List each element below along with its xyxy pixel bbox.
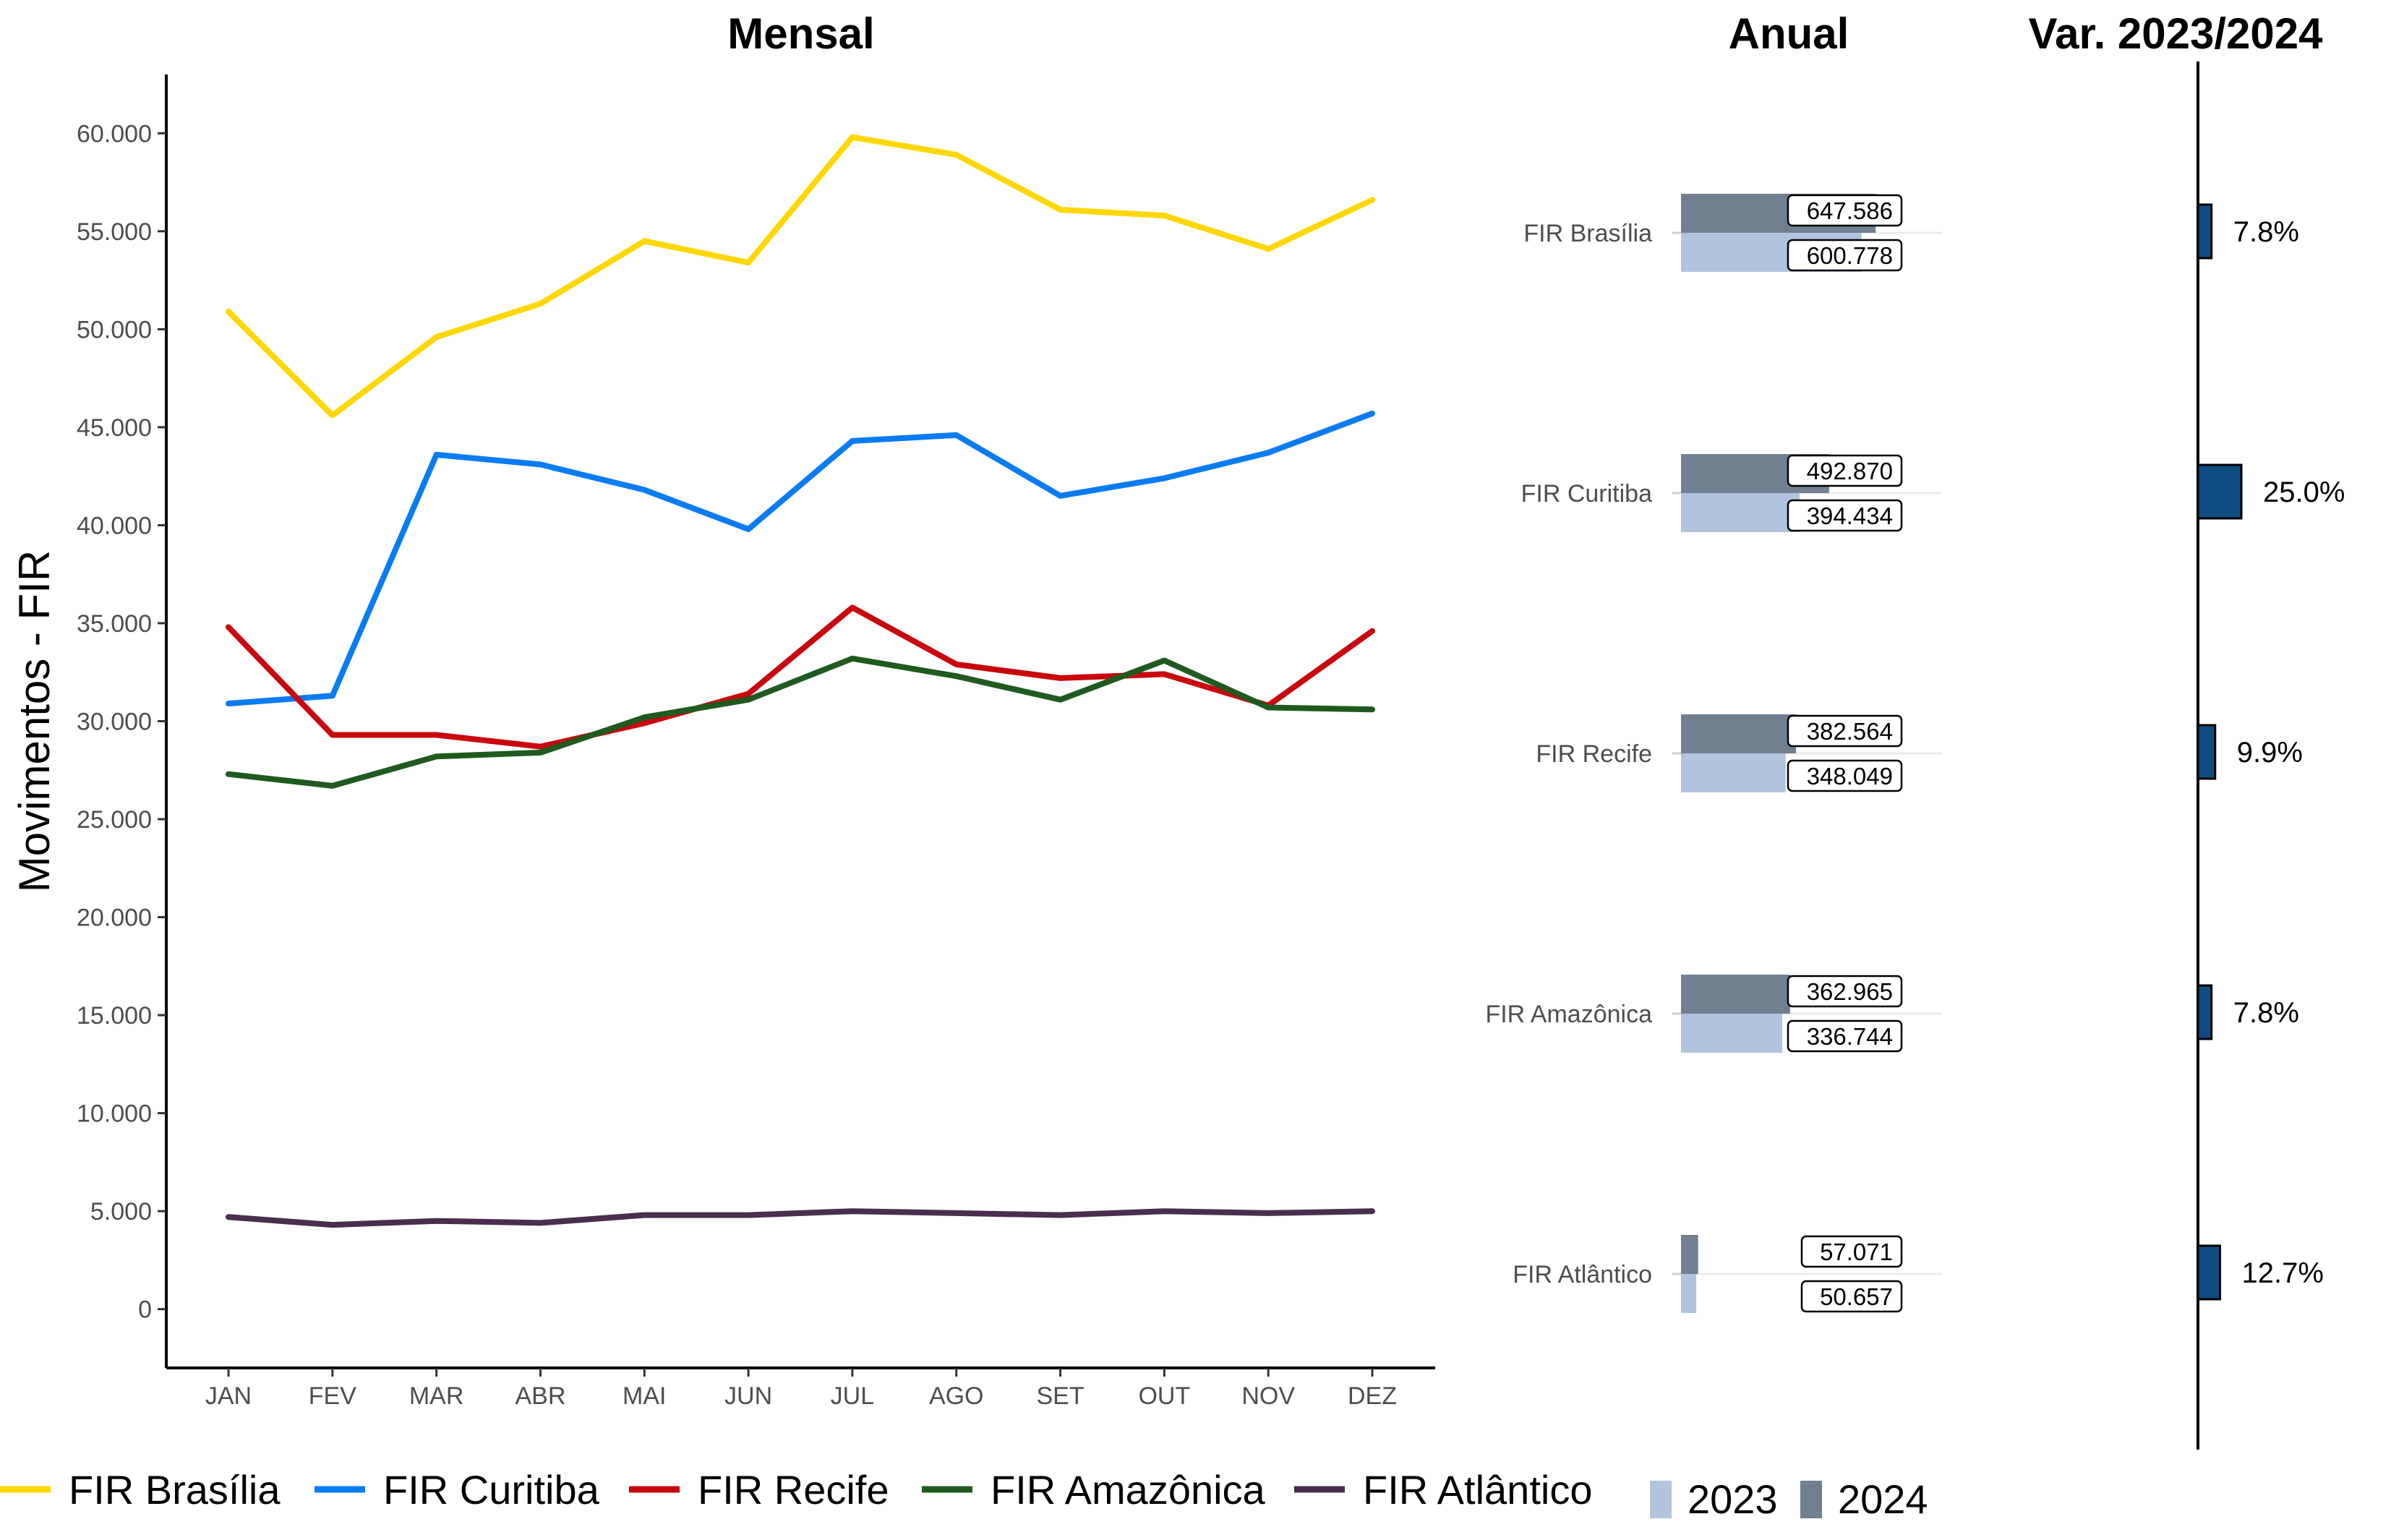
bar-value-label-2024: 492.870: [1807, 458, 1893, 484]
bar-value-label-2023: 50.657: [1820, 1283, 1893, 1310]
legend-label-fir-recife: FIR Recife: [698, 1467, 889, 1513]
bar-value-label-2024: 647.586: [1807, 197, 1893, 224]
value-label-box: [1800, 1280, 1903, 1313]
annual-category-label: FIR Atlântico: [1513, 1261, 1652, 1288]
variation-bar: [2197, 724, 2217, 780]
legend-label-fir-curitiba: FIR Curitiba: [383, 1467, 600, 1513]
bar-2023: [1681, 493, 1800, 532]
variation-value-label: 12.7%: [2241, 1257, 2323, 1289]
series-line-fir-amazonica: [226, 655, 1375, 789]
variation-value-label: 9.9%: [2237, 737, 2303, 769]
legend-label-fir-atlantico: FIR Atlântico: [1363, 1467, 1592, 1513]
variation-bar: [2197, 984, 2213, 1040]
value-label-box: [1787, 714, 1903, 748]
bar-value-label-2024: 57.071: [1820, 1239, 1893, 1265]
y-tick-label: 0: [138, 1296, 152, 1324]
bar-value-label-2023: 600.778: [1807, 242, 1893, 269]
x-tick-label: JUN: [724, 1382, 772, 1410]
y-tick-label: 45.000: [77, 414, 152, 442]
x-tick-label: SET: [1036, 1382, 1084, 1410]
y-tick-label: 25.000: [77, 806, 152, 834]
y-tick-label: 5.000: [90, 1198, 152, 1225]
bar-2024: [1681, 714, 1797, 753]
bar-value-label-2024: 362.965: [1807, 978, 1893, 1005]
bar-2024: [1681, 975, 1790, 1014]
x-tick-label: MAR: [409, 1382, 464, 1410]
y-tick-label: 60.000: [77, 120, 152, 147]
panel-title-annual: Anual: [1729, 9, 1849, 58]
annual-category-label: FIR Curitiba: [1521, 480, 1652, 508]
series-line-fir-brasilia: [226, 134, 1375, 419]
variation-bar: [2197, 203, 2213, 260]
x-tick-label: AGO: [929, 1382, 984, 1410]
x-tick-label: DEZ: [1348, 1382, 1397, 1410]
legend-label-2023: 2023: [1688, 1476, 1778, 1522]
annual-category-label: FIR Brasília: [1523, 220, 1652, 247]
legend-label-fir-brasilia: FIR Brasília: [69, 1467, 281, 1513]
legend-key-2023: [1650, 1481, 1672, 1518]
bar-2024: [1681, 1235, 1698, 1274]
x-tick-label: NOV: [1241, 1382, 1295, 1410]
legend: FIR Brasília FIR Curitiba FIR Recife FIR Am…: [0, 1467, 1928, 1522]
bar-value-label-2024: 382.564: [1807, 718, 1893, 745]
x-tick-label: OUT: [1138, 1382, 1190, 1410]
x-tick-label: ABR: [515, 1382, 565, 1410]
x-tick-label: JAN: [205, 1382, 252, 1410]
bar-2023: [1681, 1014, 1782, 1053]
series-line-fir-curitiba: [226, 410, 1375, 707]
series-line-fir-atlantico: [226, 1208, 1375, 1228]
legend-key-2024: [1800, 1481, 1822, 1518]
y-axis-title: Movimentos - FIR: [10, 550, 59, 892]
value-label-box: [1787, 239, 1903, 272]
monthly-line-chart: 0 5.000 10.000 15.000 20.000 25.000 30.000 35.0…: [10, 74, 1435, 1410]
panel-title-variation: Var. 2023/2024: [2028, 9, 2323, 58]
variation-value-label: 7.8%: [2233, 997, 2299, 1029]
x-tick-label: JUL: [831, 1382, 874, 1410]
y-tick-label: 35.000: [77, 610, 152, 638]
value-label-box: [1787, 499, 1903, 532]
value-label-box: [1787, 194, 1903, 227]
y-tick-label: 40.000: [77, 512, 152, 539]
variation-value-label: 7.8%: [2233, 216, 2299, 248]
value-label-box: [1787, 975, 1903, 1008]
x-tick-label: MAI: [623, 1382, 666, 1410]
bar-value-label-2023: 336.744: [1807, 1023, 1893, 1050]
legend-label-2024: 2024: [1838, 1476, 1928, 1522]
bar-2023: [1681, 753, 1786, 792]
annual-category-label: FIR Recife: [1536, 740, 1652, 768]
bar-value-label-2023: 394.434: [1807, 502, 1893, 529]
y-tick-label: 10.000: [77, 1100, 152, 1128]
value-label-box: [1787, 1019, 1903, 1053]
bar-2023: [1681, 1274, 1697, 1313]
y-tick-label: 20.000: [77, 904, 152, 932]
value-label-box: [1787, 454, 1903, 487]
x-tick-label: FEV: [309, 1382, 356, 1410]
bar-value-label-2023: 348.049: [1807, 763, 1893, 790]
variation-bar-chart: 7.8% 25.0% 9.9% 7.8% 12.7%: [2197, 61, 2345, 1450]
panel-title-monthly: Mensal: [727, 9, 874, 58]
panel-titles: Mensal Anual Var. 2023/2024: [727, 9, 2323, 58]
variation-value-label: 25.0%: [2263, 476, 2345, 508]
y-tick-label: 15.000: [77, 1002, 152, 1030]
y-tick-label: 30.000: [77, 709, 152, 736]
y-tick-label: 55.000: [77, 218, 152, 246]
series-line-fir-recife: [226, 604, 1375, 750]
y-tick-label: 50.000: [77, 316, 152, 343]
value-label-box: [1800, 1235, 1903, 1268]
legend-label-fir-amazonica: FIR Amazônica: [991, 1467, 1266, 1513]
annual-category-label: FIR Amazônica: [1485, 1001, 1652, 1028]
annual-bar-chart: FIR Brasília 647.586 600.778 FIR Curitiba 49…: [1485, 194, 1942, 1313]
value-label-box: [1787, 759, 1903, 792]
variation-bar: [2197, 463, 2243, 520]
variation-bar: [2197, 1244, 2221, 1301]
